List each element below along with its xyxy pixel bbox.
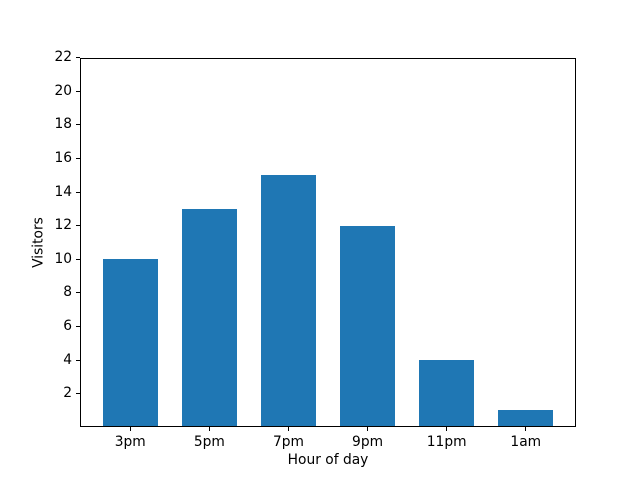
x-tick-mark (446, 427, 448, 431)
y-tick-label: 10 (54, 250, 72, 267)
bar (418, 360, 475, 428)
x-tick-label: 7pm (272, 433, 304, 450)
y-tick-label: 16 (54, 149, 72, 166)
x-tick-mark (367, 427, 369, 431)
y-tick-label: 2 (63, 385, 72, 402)
y-tick-label: 14 (54, 183, 72, 200)
x-tick-label: 3pm (114, 433, 146, 450)
x-tick-label: 5pm (193, 433, 225, 450)
x-tick-label: 11pm (426, 433, 467, 450)
x-tick-mark (287, 427, 289, 431)
bar (181, 208, 237, 428)
bar (339, 225, 396, 428)
x-tick-label: 9pm (352, 433, 384, 450)
y-tick-mark (76, 359, 80, 361)
y-tick-label: 20 (54, 82, 72, 99)
y-tick-mark (76, 393, 80, 395)
y-tick-label: 8 (63, 284, 72, 301)
y-tick-label: 22 (54, 49, 72, 66)
y-tick-mark (76, 90, 80, 92)
y-tick-mark (76, 258, 80, 260)
x-axis-label: Hour of day (287, 451, 369, 468)
bar (260, 175, 317, 428)
y-tick-label: 6 (63, 317, 72, 334)
y-tick-mark (76, 191, 80, 193)
y-tick-mark (76, 57, 80, 59)
y-tick-mark (76, 157, 80, 159)
y-tick-label: 12 (54, 217, 72, 234)
y-tick-label: 18 (54, 116, 72, 133)
bar (102, 259, 158, 428)
y-tick-mark (76, 292, 80, 294)
y-axis-label: Visitors (30, 217, 47, 268)
x-tick-mark (208, 427, 210, 431)
y-tick-mark (76, 325, 80, 327)
x-tick-mark (129, 427, 131, 431)
y-tick-mark (76, 225, 80, 227)
x-tick-mark (525, 427, 527, 431)
x-tick-label: 1am (510, 433, 542, 450)
y-tick-mark (76, 124, 80, 126)
bar (498, 410, 554, 428)
y-tick-label: 4 (63, 351, 72, 368)
